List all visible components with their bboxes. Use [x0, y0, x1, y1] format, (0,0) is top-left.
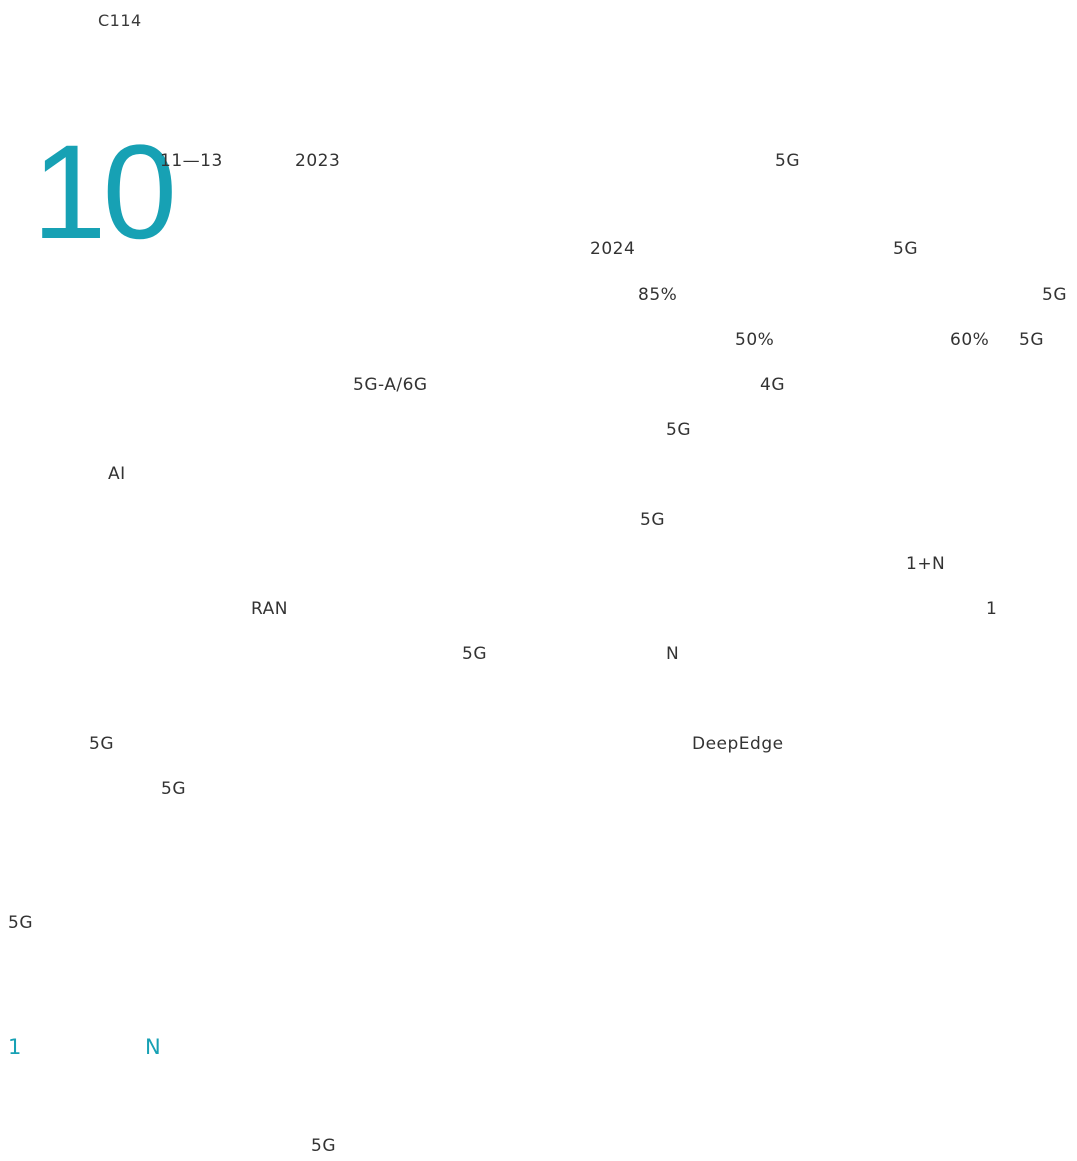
5ga-6g-text: 5G-A/6G — [353, 375, 428, 395]
percent-60-text: 60% — [950, 330, 990, 350]
5g-text: 5G — [666, 420, 691, 440]
page-code: C114 — [98, 11, 142, 30]
number-one-text: 1 — [986, 599, 998, 619]
5g-text: 5G — [89, 734, 114, 754]
percent-85-text: 85% — [638, 285, 678, 305]
section-heading-letter: N — [145, 1035, 161, 1059]
n-text: N — [666, 644, 680, 664]
section-heading-number: 1 — [8, 1035, 22, 1059]
deepedge-text: DeepEdge — [692, 734, 784, 754]
year-2024-text: 2024 — [590, 239, 636, 259]
5g-text: 5G — [893, 239, 918, 259]
ai-text: AI — [108, 464, 126, 484]
ran-text: RAN — [251, 599, 288, 619]
year-2023-text: 2023 — [295, 151, 341, 171]
5g-text: 5G — [462, 644, 487, 664]
5g-text: 5G — [311, 1136, 336, 1156]
4g-text: 4G — [760, 375, 785, 395]
date-range-text: 11—13 — [160, 151, 223, 171]
5g-text: 5G — [8, 913, 33, 933]
5g-text: 5G — [1019, 330, 1044, 350]
5g-text: 5G — [775, 151, 800, 171]
5g-text: 5G — [161, 779, 186, 799]
chapter-number: 10 — [32, 118, 177, 267]
5g-text: 5G — [640, 510, 665, 530]
one-plus-n-text: 1+N — [906, 554, 946, 574]
5g-text: 5G — [1042, 285, 1067, 305]
percent-50-text: 50% — [735, 330, 775, 350]
